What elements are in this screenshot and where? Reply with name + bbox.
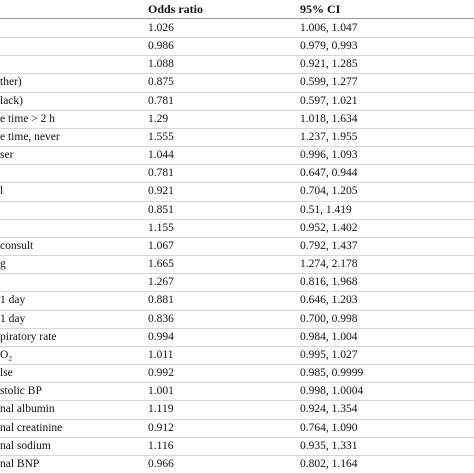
table-row: 0.781 0.647, 0.944	[0, 165, 474, 184]
odds-ratio: 0.781	[148, 94, 174, 107]
confidence-interval: 0.704, 1.205	[300, 185, 358, 198]
odds-ratio: 1.116	[148, 439, 174, 452]
row-label: ser	[0, 149, 14, 162]
odds-ratio: 1.001	[148, 385, 174, 398]
table-row: 0.986 0.979, 0.993	[0, 38, 474, 57]
confidence-interval: 1.274, 2.178	[300, 258, 358, 271]
confidence-interval: 0.646, 1.203	[300, 294, 358, 307]
row-label: nal creatinine	[0, 421, 63, 434]
row-label: ther)	[0, 76, 22, 89]
confidence-interval: 1.237, 1.955	[300, 130, 358, 143]
table-row: piratory rate 0.994 0.984, 1.004	[0, 329, 474, 347]
confidence-interval: 0.792, 1.437	[300, 239, 358, 252]
confidence-interval: 0.921, 1.285	[300, 58, 358, 71]
odds-ratio: 1.088	[148, 58, 174, 71]
odds-ratio: 0.986	[148, 40, 174, 53]
confidence-interval: 0.51, 1.419	[300, 203, 352, 216]
row-label: e time, never	[0, 130, 60, 143]
table-row: nal albumin 1.119 0.924, 1.354	[0, 401, 474, 420]
odds-ratio: 1.267	[148, 276, 174, 289]
table-row: 1 day 0.881 0.646, 1.203	[0, 292, 474, 311]
table-row: 1.267 0.816, 1.968	[0, 274, 474, 293]
confidence-interval: 0.764, 1.090	[300, 421, 358, 434]
odds-ratio: 1.067	[148, 239, 174, 252]
confidence-interval: 0.802, 1.164	[300, 457, 358, 470]
confidence-interval: 0.597, 1.021	[300, 94, 358, 107]
table-row: nal sodium 1.116 0.935, 1.331	[0, 438, 474, 456]
table-row: nal BNP 0.966 0.802, 1.164	[0, 456, 474, 474]
confidence-interval: 0.647, 0.944	[300, 167, 358, 180]
confidence-interval: 0.952, 1.402	[300, 221, 358, 234]
odds-ratio: 0.875	[148, 76, 174, 89]
confidence-interval: 0.599, 1.277	[300, 76, 358, 89]
row-label: lse	[0, 367, 13, 380]
header-cell: Odds ratio	[148, 2, 204, 16]
table-row: g 1.665 1.274, 2.178	[0, 256, 474, 275]
odds-ratio: 1.155	[148, 221, 174, 234]
table-row: stolic BP 1.001 0.998, 1.0004	[0, 383, 474, 402]
odds-ratio: 0.781	[148, 167, 174, 180]
table-row: O₂ 1.011 0.995, 1.027	[0, 347, 474, 366]
table-row: 1.155 0.952, 1.402	[0, 220, 474, 238]
row-label: lack)	[0, 94, 23, 107]
confidence-interval: 0.996, 1.093	[300, 149, 358, 162]
table-row: lse 0.992 0.985, 0.9999	[0, 365, 474, 384]
odds-ratio: 1.665	[148, 258, 174, 271]
odds-ratio: 1.044	[148, 149, 174, 162]
row-label: nal sodium	[0, 439, 51, 452]
odds-ratio: 0.994	[148, 330, 174, 343]
confidence-interval: 1.006, 1.047	[300, 22, 358, 34]
confidence-interval: 0.816, 1.968	[300, 276, 358, 289]
table-row: 1 day 0.836 0.700, 0.998	[0, 311, 474, 329]
odds-ratio: 1.29	[148, 112, 169, 125]
odds-ratio: 0.921	[148, 185, 174, 198]
row-label: e time > 2 h	[0, 112, 56, 125]
header-cell: 95% CI	[300, 2, 341, 16]
table-row: 0.851 0.51, 1.419	[0, 202, 474, 220]
odds-ratio: 0.912	[148, 421, 174, 434]
odds-ratio: 1.026	[148, 22, 174, 34]
confidence-interval: 0.700, 0.998	[300, 312, 358, 325]
row-label: l	[0, 185, 4, 198]
table-row: l 0.921 0.704, 1.205	[0, 183, 474, 202]
odds-ratio: 1.011	[148, 348, 174, 361]
odds-ratio: 0.881	[148, 294, 174, 307]
table-row: ther) 0.875 0.599, 1.277	[0, 74, 474, 93]
row-label: g	[0, 258, 6, 271]
table-row: e time, never 1.555 1.237, 1.955	[0, 129, 474, 148]
row-label: 1 day	[0, 294, 26, 307]
confidence-interval: 0.995, 1.027	[300, 348, 358, 361]
confidence-interval: 0.998, 1.0004	[300, 385, 364, 398]
table-row: e time > 2 h 1.29 1.018, 1.634	[0, 111, 474, 129]
row-label: nal BNP	[0, 457, 40, 470]
confidence-interval: 0.985, 0.9999	[300, 367, 364, 380]
row-label: nal albumin	[0, 403, 55, 416]
row-label: piratory rate	[0, 330, 57, 343]
row-label: stolic BP	[0, 385, 42, 398]
confidence-interval: 0.979, 0.993	[300, 40, 358, 53]
table-row: 1.088 0.921, 1.285	[0, 56, 474, 75]
odds-ratio: 1.119	[148, 403, 174, 416]
confidence-interval: 0.924, 1.354	[300, 403, 358, 416]
odds-ratio: 0.966	[148, 457, 174, 470]
odds-ratio: 0.851	[148, 203, 174, 216]
confidence-interval: 1.018, 1.634	[300, 112, 358, 125]
row-label: O₂	[0, 348, 13, 361]
table-row: consult 1.067 0.792, 1.437	[0, 238, 474, 257]
header-row: Odds ratio 95% CI	[0, 0, 474, 19]
odds-ratio: 0.836	[148, 312, 174, 325]
table-row: 1.026 1.006, 1.047	[0, 20, 474, 39]
confidence-interval: 0.984, 1.004	[300, 330, 358, 343]
confidence-interval: 0.935, 1.331	[300, 439, 358, 452]
table-row: nal creatinine 0.912 0.764, 1.090	[0, 420, 474, 438]
table-row: lack) 0.781 0.597, 1.021	[0, 93, 474, 111]
row-label: 1 day	[0, 312, 26, 325]
row-label: consult	[0, 239, 34, 252]
table-row: ser 1.044 0.996, 1.093	[0, 147, 474, 166]
odds-ratio: 1.555	[148, 130, 174, 143]
odds-ratio: 0.992	[148, 367, 174, 380]
